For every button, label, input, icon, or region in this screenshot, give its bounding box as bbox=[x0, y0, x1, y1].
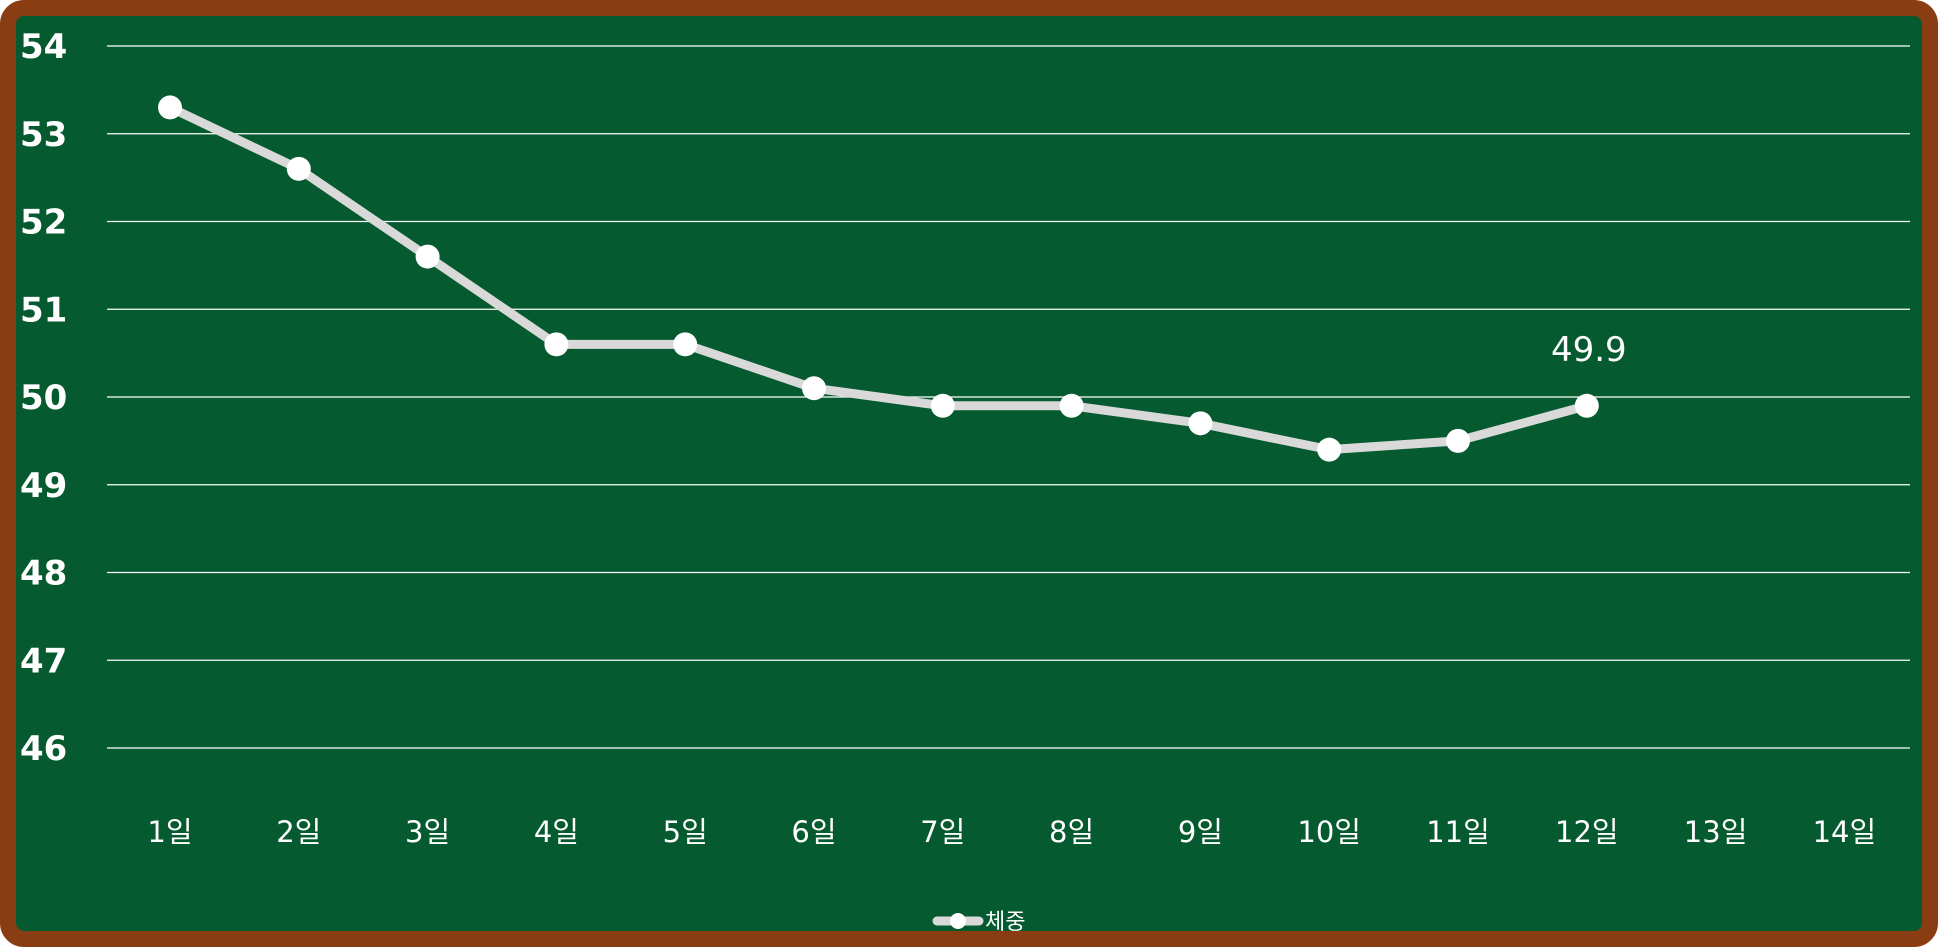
data-point bbox=[1317, 437, 1342, 462]
x-tick-label: 5일 bbox=[663, 815, 708, 849]
x-tick-label: 14일 bbox=[1813, 815, 1877, 849]
y-axis-ticks: 46 47 48 49 50 51 52 53 54 bbox=[20, 27, 67, 769]
legend-marker-swatch bbox=[950, 913, 966, 929]
data-labels: 49.9 bbox=[1551, 330, 1627, 370]
y-tick-label: 46 bbox=[20, 729, 67, 769]
x-tick-label: 1일 bbox=[147, 815, 192, 849]
y-tick-label: 48 bbox=[20, 554, 67, 594]
data-point bbox=[1188, 411, 1213, 436]
y-tick-label: 51 bbox=[20, 290, 67, 330]
x-tick-label: 12일 bbox=[1555, 815, 1619, 849]
y-tick-label: 53 bbox=[20, 115, 67, 155]
data-point bbox=[286, 156, 311, 181]
x-tick-label: 8일 bbox=[1049, 815, 1094, 849]
series-weight bbox=[158, 95, 1599, 462]
x-tick-label: 2일 bbox=[276, 815, 321, 849]
x-tick-label: 10일 bbox=[1297, 815, 1361, 849]
x-tick-label: 11일 bbox=[1426, 815, 1490, 849]
x-axis-ticks: 1일 2일 3일 4일 5일 6일 7일 8일 9일 10일 11일 12일 13일 14일 bbox=[147, 815, 1876, 849]
y-tick-label: 49 bbox=[20, 466, 67, 506]
x-tick-label: 13일 bbox=[1684, 815, 1748, 849]
x-tick-label: 6일 bbox=[791, 815, 836, 849]
x-tick-label: 9일 bbox=[1178, 815, 1223, 849]
data-point bbox=[930, 393, 955, 418]
y-tick-label: 54 bbox=[20, 27, 67, 67]
legend: 체중 bbox=[932, 910, 1025, 935]
data-point bbox=[673, 332, 698, 357]
y-tick-label: 50 bbox=[20, 378, 67, 418]
series-line bbox=[165, 102, 1592, 455]
data-point bbox=[1446, 428, 1470, 453]
data-point bbox=[1059, 393, 1084, 418]
data-point bbox=[1574, 393, 1599, 418]
data-label: 49.9 bbox=[1551, 330, 1627, 370]
data-point bbox=[415, 244, 440, 269]
data-point bbox=[802, 376, 826, 401]
x-tick-label: 4일 bbox=[534, 815, 579, 849]
x-tick-label: 3일 bbox=[405, 815, 450, 849]
data-point bbox=[544, 332, 569, 357]
data-point bbox=[158, 95, 182, 120]
y-tick-label: 47 bbox=[20, 641, 67, 681]
legend-label: 체중 bbox=[985, 910, 1025, 935]
gridlines bbox=[107, 45, 1910, 749]
y-tick-label: 52 bbox=[20, 203, 67, 243]
x-tick-label: 7일 bbox=[920, 815, 965, 849]
